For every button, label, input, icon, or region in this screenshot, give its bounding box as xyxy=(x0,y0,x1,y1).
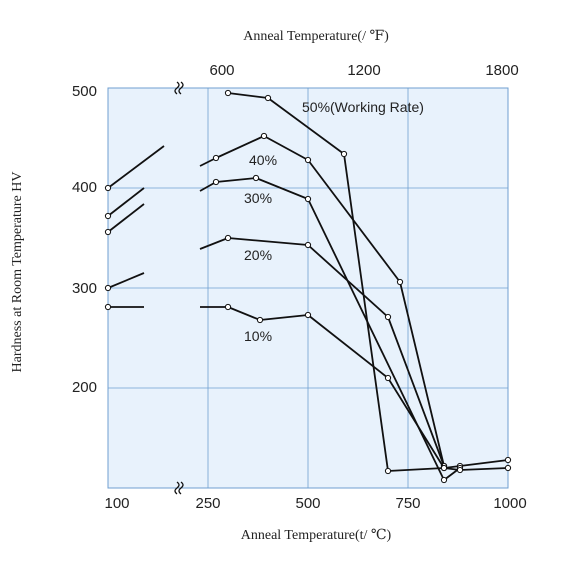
data-point xyxy=(260,132,268,140)
series-label-10: 10% xyxy=(244,328,272,344)
data-point xyxy=(224,89,232,97)
data-point xyxy=(104,212,112,220)
series-line xyxy=(107,272,145,289)
data-point xyxy=(256,316,264,324)
data-point xyxy=(440,476,448,484)
x-tick-label: 1000 xyxy=(493,495,526,512)
axis-break-marks xyxy=(174,81,184,495)
x-tick-label: 250 xyxy=(195,495,220,512)
series-group xyxy=(104,89,512,484)
data-point xyxy=(440,464,448,472)
axis-break-mark xyxy=(174,481,180,495)
x-tick-label: 750 xyxy=(395,495,420,512)
series-label-40: 40% xyxy=(249,152,277,168)
data-point xyxy=(384,313,392,321)
axis-break-mark xyxy=(178,81,184,95)
y-tick-label: 200 xyxy=(72,379,97,396)
data-point xyxy=(104,184,112,192)
y-tick-label: 300 xyxy=(72,280,97,297)
data-point xyxy=(224,234,232,242)
x-tick-label: 100 xyxy=(104,495,129,512)
x2-tick-label: 600 xyxy=(209,62,234,79)
data-point xyxy=(104,284,112,292)
data-point xyxy=(264,94,272,102)
data-point xyxy=(212,178,220,186)
axis-break-mark xyxy=(174,81,180,95)
data-point xyxy=(304,156,312,164)
data-point xyxy=(304,241,312,249)
y-tick-label: 500 xyxy=(72,83,97,100)
series-label-20: 20% xyxy=(244,247,272,263)
x-axis-label: Anneal Temperature(t/ ℃) xyxy=(241,528,392,543)
data-point xyxy=(396,278,404,286)
series-line xyxy=(107,203,145,233)
data-point xyxy=(340,150,348,158)
series-label-30: 30% xyxy=(244,190,272,206)
data-point xyxy=(384,374,392,382)
data-point xyxy=(504,464,512,472)
data-point xyxy=(104,303,112,311)
data-point xyxy=(504,456,512,464)
x2-tick-label: 1800 xyxy=(485,62,518,79)
axis-break-mark xyxy=(178,481,184,495)
x-tick-label: 500 xyxy=(295,495,320,512)
y-axis-label: Hardness at Room Temperature HV xyxy=(10,172,25,373)
x2-axis-label: Anneal Temperature(/ ℉) xyxy=(243,29,389,44)
data-point xyxy=(304,195,312,203)
data-point xyxy=(456,466,464,474)
x2-tick-label: 1200 xyxy=(347,62,380,79)
data-point xyxy=(252,174,260,182)
data-point xyxy=(304,311,312,319)
data-point xyxy=(224,303,232,311)
data-point xyxy=(104,228,112,236)
y-tick-label: 400 xyxy=(72,179,97,196)
series-line xyxy=(107,145,165,189)
data-point xyxy=(384,467,392,475)
series-label-50: 50%(Working Rate) xyxy=(302,99,424,115)
series-line xyxy=(107,187,145,217)
data-point xyxy=(212,154,220,162)
